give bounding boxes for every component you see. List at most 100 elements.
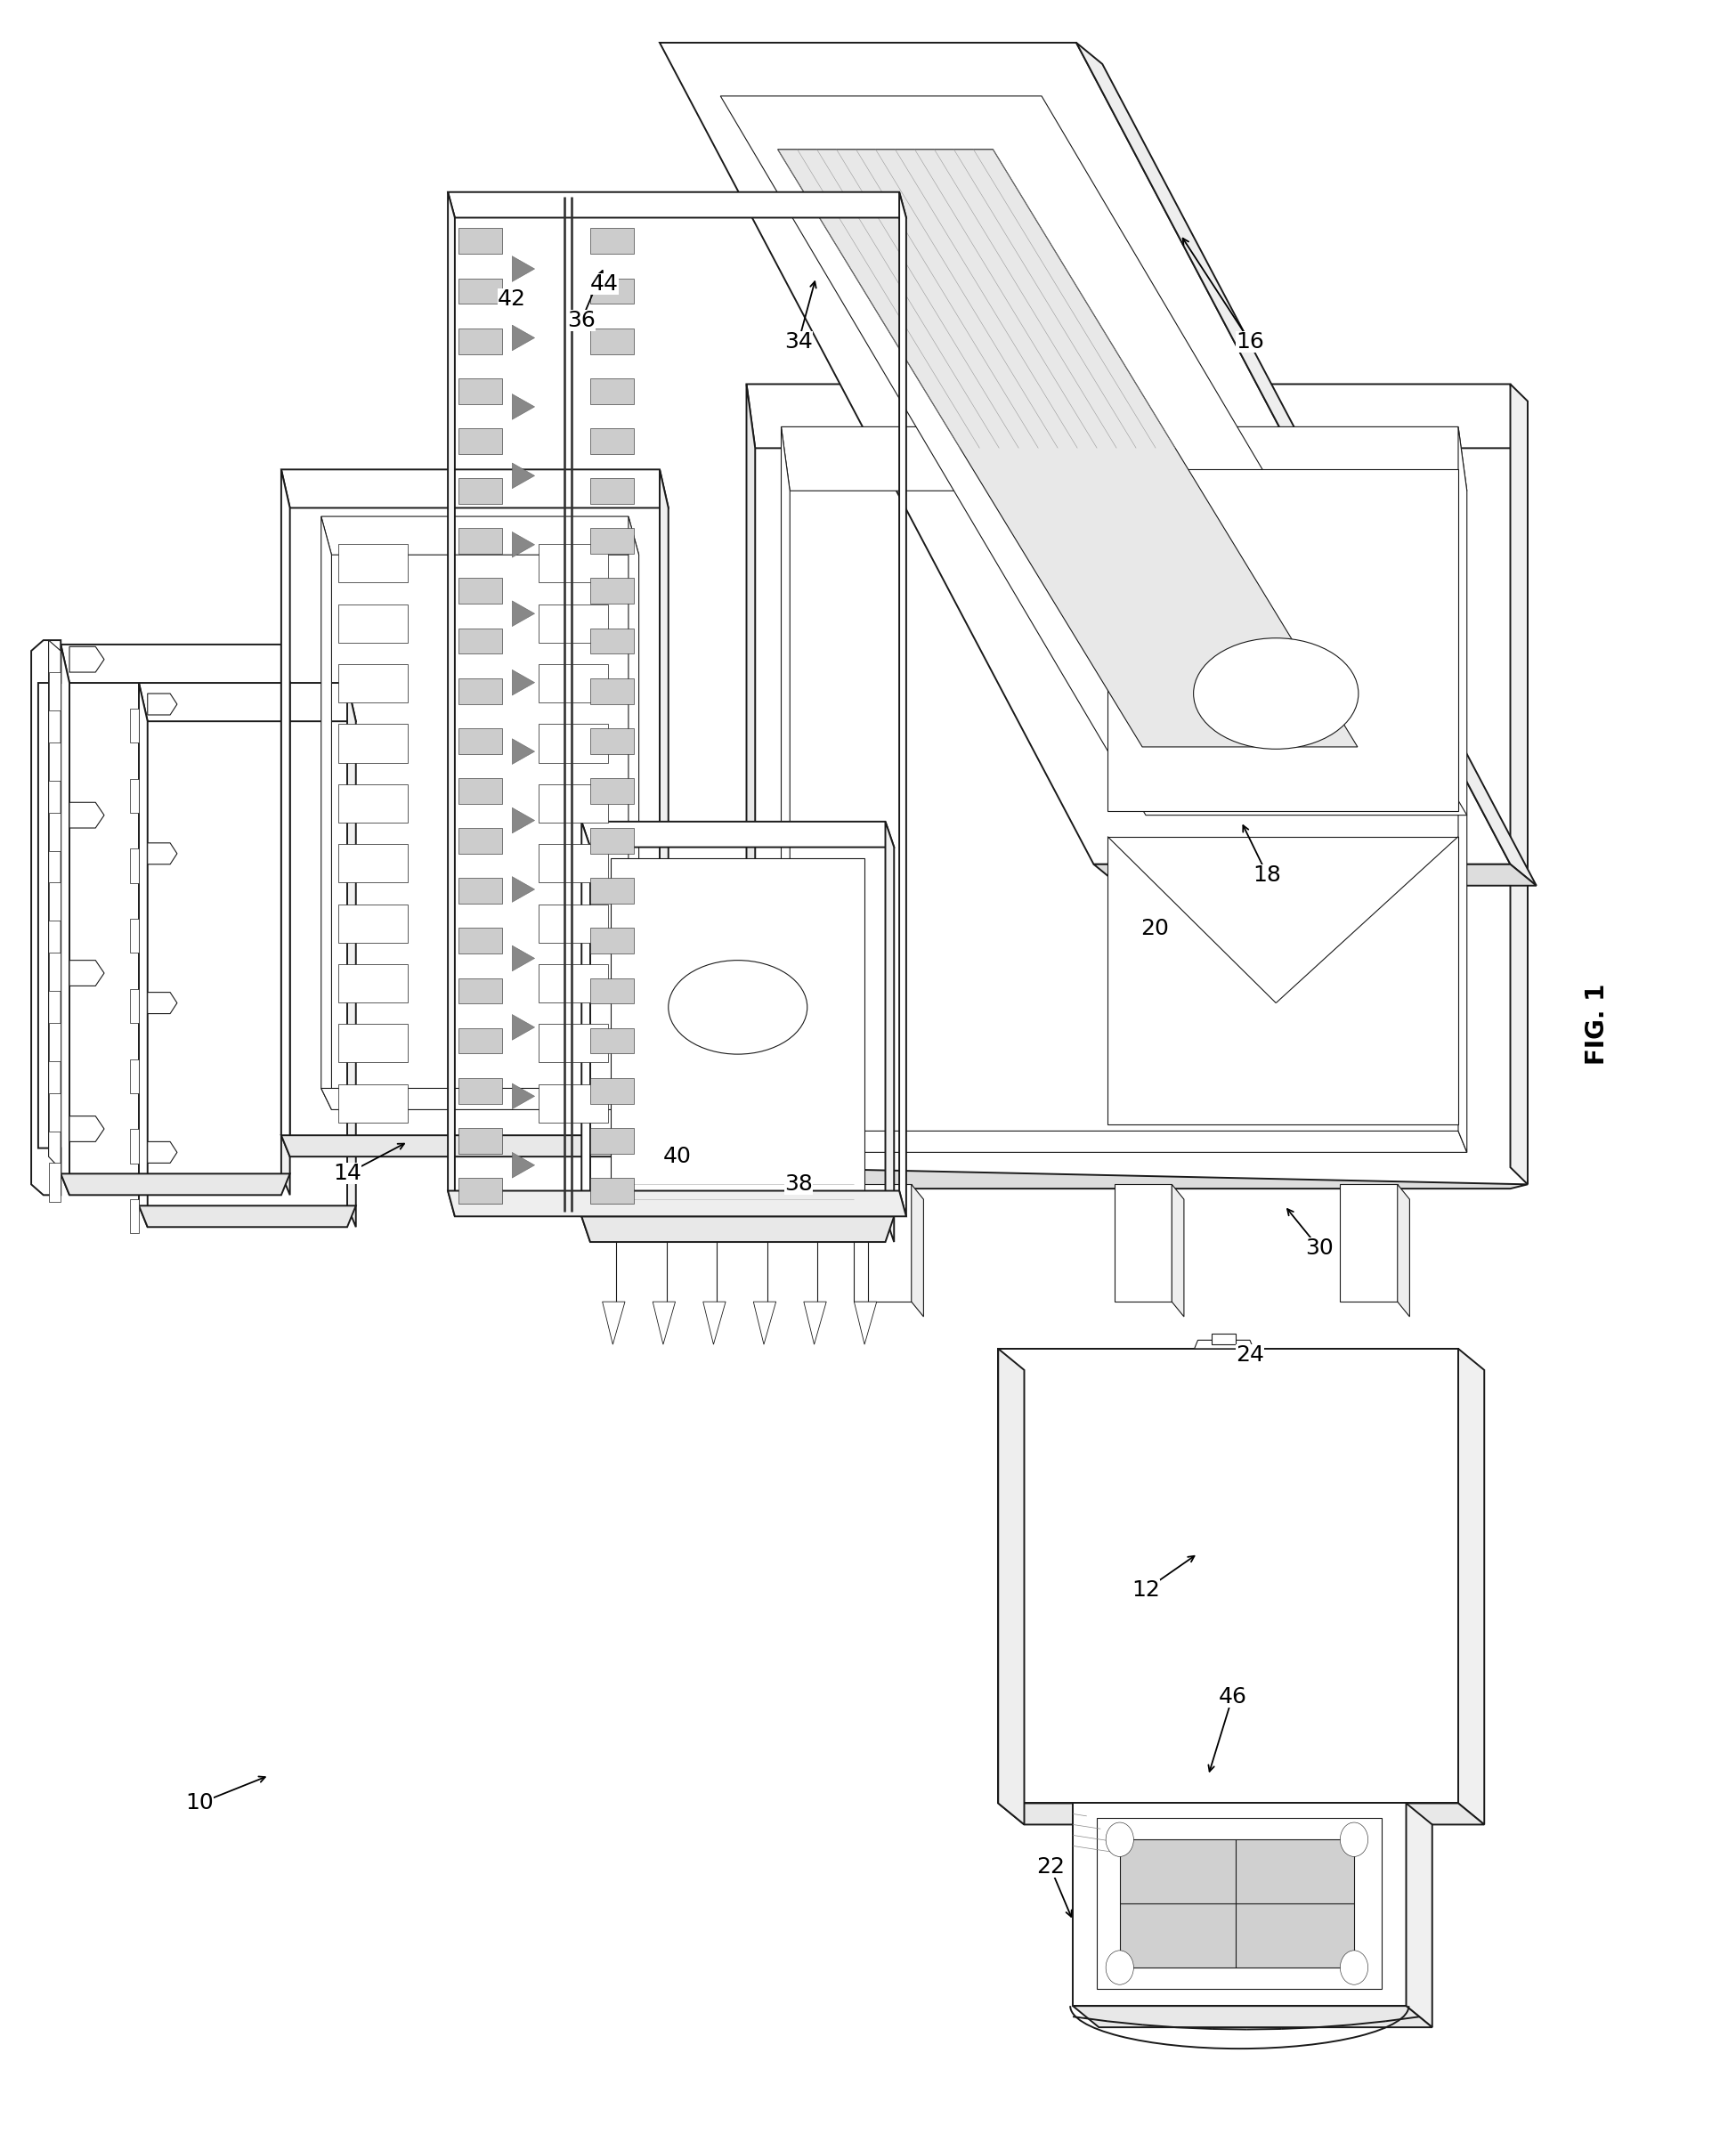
Polygon shape [804,1302,826,1344]
Polygon shape [512,1152,535,1178]
Polygon shape [49,952,61,990]
Polygon shape [653,1302,675,1344]
Polygon shape [512,1014,535,1039]
Polygon shape [512,602,535,627]
Polygon shape [1458,427,1467,1152]
Polygon shape [512,877,535,903]
Polygon shape [1073,2006,1432,2027]
Polygon shape [538,845,608,883]
Polygon shape [49,883,61,922]
Polygon shape [538,783,608,822]
Circle shape [1340,1950,1368,1985]
Polygon shape [1073,1803,1406,2006]
Text: 42: 42 [498,288,526,309]
Polygon shape [458,1129,502,1154]
Polygon shape [854,1184,911,1302]
Polygon shape [590,529,634,555]
Polygon shape [281,644,290,1195]
Polygon shape [538,1024,608,1063]
Polygon shape [339,965,408,1003]
Polygon shape [746,384,1519,448]
Polygon shape [611,858,865,1212]
Polygon shape [998,1349,1458,1803]
Polygon shape [590,329,634,354]
Polygon shape [1194,1340,1253,1349]
Polygon shape [1172,1184,1184,1317]
Polygon shape [448,192,906,218]
Polygon shape [458,429,502,455]
Polygon shape [458,529,502,555]
Polygon shape [512,1084,535,1110]
Polygon shape [911,1184,924,1317]
Text: 14: 14 [333,1163,361,1184]
Polygon shape [1340,1184,1397,1302]
Text: 12: 12 [1132,1579,1160,1600]
Text: 30: 30 [1305,1238,1333,1259]
Polygon shape [458,277,502,303]
Polygon shape [538,604,608,642]
Polygon shape [1120,1840,1354,1968]
Polygon shape [130,708,139,743]
Polygon shape [1510,384,1528,1184]
Polygon shape [69,647,104,672]
Polygon shape [321,516,639,555]
Polygon shape [458,928,502,954]
Polygon shape [130,1199,139,1233]
Polygon shape [885,822,894,1242]
Polygon shape [458,578,502,604]
Polygon shape [512,670,535,696]
Polygon shape [49,813,61,851]
Polygon shape [458,627,502,653]
Polygon shape [448,1191,906,1216]
Polygon shape [339,544,408,583]
Polygon shape [538,905,608,943]
Polygon shape [130,920,139,954]
Polygon shape [61,644,69,1195]
Polygon shape [590,578,634,604]
Polygon shape [61,644,290,683]
Text: 38: 38 [785,1174,812,1195]
Polygon shape [590,779,634,805]
Polygon shape [538,544,608,583]
Text: 34: 34 [785,331,812,352]
Polygon shape [660,469,668,1157]
Polygon shape [746,384,755,1189]
Circle shape [1106,1950,1134,1985]
Text: 20: 20 [1141,918,1168,939]
Polygon shape [339,845,408,883]
Polygon shape [339,664,408,702]
Polygon shape [1097,1818,1382,1989]
Polygon shape [139,1206,356,1227]
Polygon shape [538,664,608,702]
Polygon shape [69,960,104,986]
Polygon shape [148,694,177,715]
Polygon shape [321,1088,639,1110]
Polygon shape [590,429,634,455]
Polygon shape [512,256,535,282]
Polygon shape [998,1803,1484,1825]
Polygon shape [139,683,148,1227]
Polygon shape [458,1178,502,1204]
Text: 22: 22 [1036,1857,1064,1878]
Polygon shape [538,1084,608,1122]
Polygon shape [130,1129,139,1163]
Polygon shape [590,877,634,903]
Text: 44: 44 [590,273,618,294]
Circle shape [1106,1822,1134,1857]
Polygon shape [1115,1184,1172,1302]
Polygon shape [139,683,356,721]
Polygon shape [49,1022,61,1061]
Polygon shape [1073,1803,1406,1831]
Ellipse shape [668,960,807,1054]
Polygon shape [590,728,634,753]
Polygon shape [130,779,139,813]
Text: 10: 10 [186,1793,214,1814]
Polygon shape [339,1084,408,1122]
Polygon shape [512,531,535,557]
Polygon shape [339,604,408,642]
Polygon shape [148,1142,177,1163]
Polygon shape [339,1024,408,1063]
Text: 18: 18 [1253,864,1281,886]
Text: FIG. 1: FIG. 1 [1585,984,1609,1065]
Polygon shape [781,427,1467,491]
